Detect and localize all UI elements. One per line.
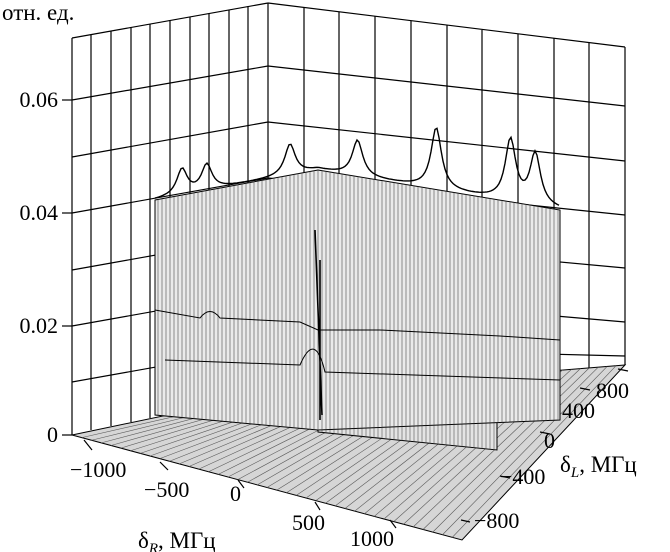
y-axis-label: δL, МГц <box>560 452 637 481</box>
y-axis: −800 −400 0 400 800 δL, МГц <box>460 368 637 533</box>
mesh-line <box>442 366 608 535</box>
ridge-crossing <box>314 229 323 420</box>
z-axis: отн. ед. 0.06 0.04 0.02 0 <box>2 0 74 447</box>
z-tick-label: 0.02 <box>20 313 59 338</box>
y-tick-label: 800 <box>596 378 629 403</box>
y-tick-label: 400 <box>562 398 595 423</box>
inner-curve <box>154 309 561 341</box>
y-tick-label: 0 <box>544 428 555 453</box>
x-tick-label: 0 <box>230 481 241 506</box>
x-axis: −1000 −500 0 500 1000 δR, МГц <box>70 439 397 552</box>
z-unit-label: отн. ед. <box>2 0 74 25</box>
mesh-line <box>432 366 599 533</box>
mesh-line <box>452 365 617 538</box>
y-tick-label: −800 <box>474 508 519 533</box>
inner-curve <box>164 348 561 381</box>
y-tick-label: −400 <box>500 464 545 489</box>
z-tick-label: 0.04 <box>20 200 59 225</box>
ridge-along-dR <box>154 169 561 431</box>
surface-mesh <box>154 127 561 451</box>
x-tick-label: 1000 <box>350 526 394 551</box>
mesh-line <box>422 367 590 530</box>
x-tick-label: −1000 <box>70 457 126 482</box>
z-tick-label: 0 <box>47 422 58 447</box>
x-tick-label: 500 <box>292 510 325 535</box>
x-axis-label: δR, МГц <box>138 528 216 552</box>
peak-profile <box>154 127 560 206</box>
x-tick-label: −500 <box>144 477 189 502</box>
z-tick-label: 0.06 <box>20 87 59 112</box>
